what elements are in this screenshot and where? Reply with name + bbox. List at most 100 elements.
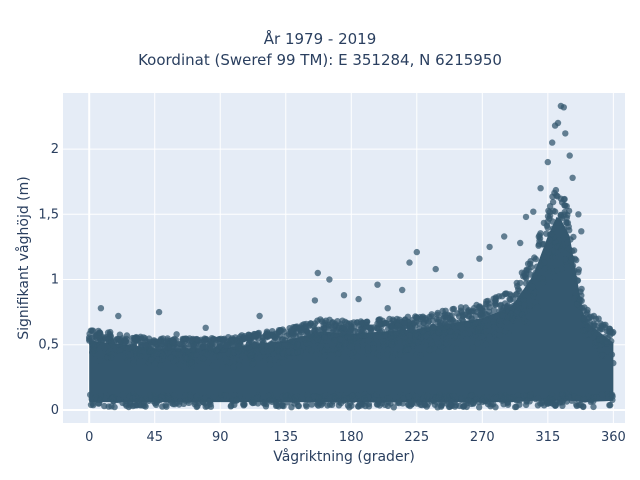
scatter-point — [517, 279, 524, 287]
scatter-point — [537, 185, 544, 192]
x-tick-label: 135 — [273, 430, 298, 445]
scatter-point — [592, 315, 600, 323]
scatter-point — [260, 348, 267, 355]
scatter-point — [384, 305, 391, 312]
scatter-point — [562, 130, 569, 137]
scatter-point — [200, 355, 207, 362]
scatter-point — [122, 400, 129, 408]
scatter-point — [365, 400, 373, 408]
scatter-point — [137, 353, 144, 360]
scatter-point — [609, 393, 616, 400]
scatter-point — [398, 332, 406, 339]
scatter-point — [449, 306, 456, 313]
scatter-point — [575, 211, 582, 218]
scatter-point — [439, 307, 446, 315]
scatter-point — [454, 322, 462, 330]
scatter-point — [151, 360, 159, 367]
scatter-point — [302, 401, 310, 409]
scatter-point — [551, 273, 558, 280]
scatter-point — [411, 319, 418, 326]
data-points — [86, 102, 617, 411]
scatter-point — [364, 393, 372, 401]
scatter-point — [485, 308, 493, 315]
scatter-point — [532, 255, 539, 263]
scatter-point — [571, 295, 578, 302]
scatter-point — [565, 207, 573, 215]
scatter-point — [291, 394, 299, 401]
scatter-point — [151, 400, 159, 407]
scatter-point — [330, 393, 337, 400]
scatter-point — [298, 335, 305, 343]
scatter-point — [482, 341, 490, 348]
scatter-point — [492, 301, 499, 308]
scatter-point — [323, 343, 330, 350]
scatter-point — [262, 356, 269, 364]
scatter-point — [140, 348, 147, 355]
scatter-point — [569, 174, 576, 181]
scatter-point — [445, 315, 452, 322]
scatter-point — [513, 300, 521, 307]
scatter-point — [205, 359, 212, 366]
scatter-point — [360, 332, 368, 339]
scatter-point — [501, 233, 508, 240]
scatter-point — [251, 342, 259, 349]
scatter-point — [314, 269, 321, 277]
scatter-point — [550, 207, 557, 214]
scatter-point — [579, 327, 587, 334]
scatter-point — [549, 139, 556, 146]
scatter-point — [575, 266, 582, 273]
scatter-point — [584, 324, 592, 331]
scatter-point — [565, 393, 572, 400]
scatter-point — [199, 398, 207, 405]
scatter-point — [463, 335, 470, 342]
scatter-point — [560, 225, 568, 233]
scatter-point — [266, 361, 274, 368]
scatter-point — [251, 333, 259, 340]
scatter-point — [95, 400, 103, 407]
scatter-point — [226, 359, 233, 366]
scatter-point — [457, 304, 465, 311]
scatter-point — [424, 325, 432, 332]
scatter-point — [313, 334, 320, 341]
scatter-point — [578, 228, 585, 235]
scatter-point — [321, 334, 328, 341]
scatter-point — [597, 320, 604, 327]
scatter-point — [202, 403, 209, 410]
scatter-point — [344, 402, 352, 409]
scatter-point — [334, 318, 341, 325]
scatter-point — [320, 325, 327, 332]
scatter-point — [590, 322, 598, 329]
scatter-point — [108, 403, 115, 410]
y-tick-label: 1,5 — [38, 207, 59, 222]
scatter-point — [194, 336, 201, 343]
scatter-point — [604, 390, 611, 398]
scatter-point — [595, 342, 603, 349]
scatter-point — [315, 326, 322, 333]
scatter-point — [420, 319, 428, 327]
scatter-point — [189, 346, 196, 354]
scatter-point — [286, 348, 293, 355]
scatter-point — [335, 398, 343, 406]
scatter-point — [384, 325, 392, 333]
scatter-point — [384, 402, 392, 410]
scatter-point — [512, 403, 519, 411]
scatter-point — [379, 338, 387, 345]
scatter-point — [502, 327, 509, 335]
scatter-point — [103, 392, 110, 399]
scatter-point — [446, 328, 453, 335]
scatter-point — [283, 332, 290, 340]
scatter-point — [185, 397, 192, 404]
x-tick-label: 45 — [146, 430, 163, 445]
scatter-point — [188, 352, 196, 360]
scatter-point — [526, 302, 533, 309]
scatter-point — [476, 255, 483, 262]
scatter-point — [165, 394, 172, 402]
scatter-point — [193, 393, 200, 400]
scatter-point — [374, 401, 381, 408]
scatter-point — [549, 400, 556, 407]
scatter-point — [517, 239, 524, 247]
scatter-point — [177, 340, 184, 348]
x-tick-label: 180 — [339, 430, 364, 445]
scatter-point — [170, 358, 177, 365]
scatter-point — [268, 341, 276, 348]
